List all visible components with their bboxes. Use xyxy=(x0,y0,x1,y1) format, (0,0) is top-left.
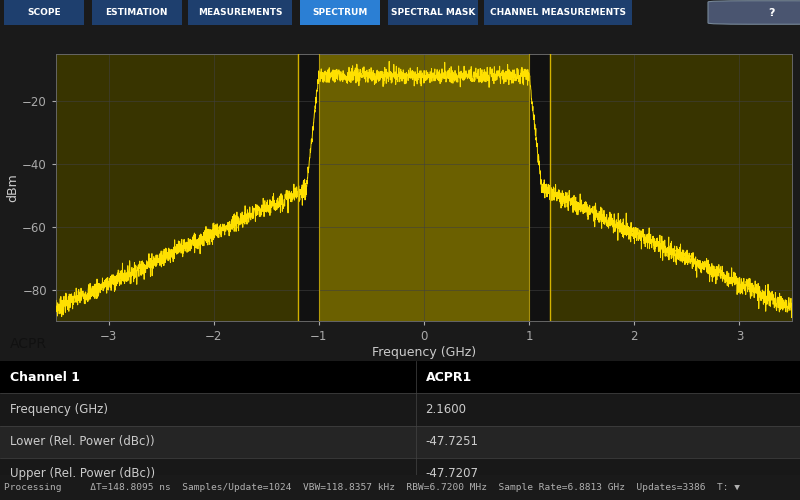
Bar xyxy=(188,0,292,25)
Text: SPECTRUM: SPECTRUM xyxy=(312,8,368,17)
Y-axis label: dBm: dBm xyxy=(6,173,19,202)
Text: -47.7251: -47.7251 xyxy=(426,435,478,448)
Bar xyxy=(0,426,800,458)
Bar xyxy=(300,0,380,25)
Text: SPECTRAL MASK: SPECTRAL MASK xyxy=(390,8,475,17)
Text: ESTIMATION: ESTIMATION xyxy=(106,8,168,17)
Bar xyxy=(0,361,800,393)
Text: CHANNEL MEASUREMENTS: CHANNEL MEASUREMENTS xyxy=(490,8,626,17)
Text: SCOPE: SCOPE xyxy=(27,8,61,17)
Bar xyxy=(388,0,478,25)
Bar xyxy=(0,393,800,426)
Text: Frequency (GHz): Frequency (GHz) xyxy=(10,403,107,416)
X-axis label: Frequency (GHz): Frequency (GHz) xyxy=(372,346,476,359)
Text: Upper (Rel. Power (dBc)): Upper (Rel. Power (dBc)) xyxy=(10,468,154,480)
Bar xyxy=(4,0,84,25)
Text: MEASUREMENTS: MEASUREMENTS xyxy=(198,8,282,17)
FancyBboxPatch shape xyxy=(708,0,800,24)
Text: ?: ? xyxy=(768,8,774,18)
Bar xyxy=(92,0,182,25)
Text: ACPR: ACPR xyxy=(10,337,46,351)
Bar xyxy=(0,458,800,490)
Bar xyxy=(550,54,792,321)
Text: ACPR1: ACPR1 xyxy=(426,370,472,384)
Text: -47.7207: -47.7207 xyxy=(426,468,478,480)
Text: Lower (Rel. Power (dBc)): Lower (Rel. Power (dBc)) xyxy=(10,435,154,448)
Text: Channel 1: Channel 1 xyxy=(10,370,79,384)
Bar xyxy=(484,0,632,25)
Text: Processing     ΔT=148.8095 ns  Samples/Update=1024  VBW=118.8357 kHz  RBW=6.7200: Processing ΔT=148.8095 ns Samples/Update… xyxy=(4,483,740,492)
Bar xyxy=(319,54,529,321)
Bar xyxy=(56,54,298,321)
Text: 2.1600: 2.1600 xyxy=(426,403,466,416)
